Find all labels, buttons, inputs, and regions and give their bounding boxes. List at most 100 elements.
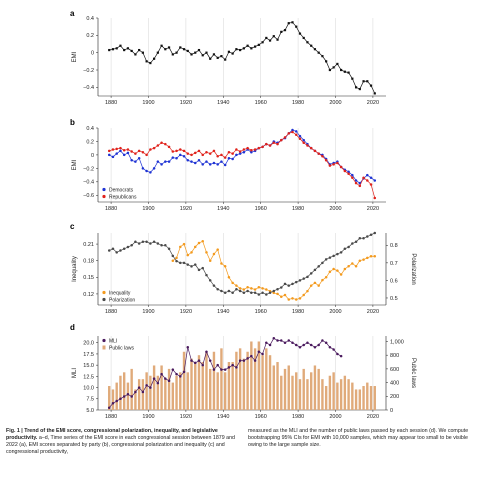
panel-c-series-0-point-8 — [201, 240, 204, 243]
panel-d-bar-10 — [145, 372, 148, 410]
panel-a-series-0-point-32 — [227, 50, 231, 53]
panel-a-series-0-point-50 — [295, 25, 298, 28]
panel-d-series-0-point-13 — [156, 381, 160, 385]
panel-d-ylabel: MLI — [72, 368, 78, 378]
panel-d-series-0-point-44 — [272, 336, 276, 340]
panel-b-series-1-point-61 — [336, 161, 339, 165]
panel-c-series-0-point-22 — [253, 288, 257, 291]
panel-c-series-1-point-64 — [347, 245, 350, 249]
panel-d-series-0-point-5 — [126, 393, 130, 396]
panel-d-legend-swatch-0 — [102, 338, 106, 343]
panel-d-series-0-point-47 — [283, 341, 287, 344]
panel-a-series-0-point-33 — [231, 52, 234, 55]
panel-a-ytick-label-0: 0.4 — [86, 16, 94, 22]
panel-d-series-0-point-55 — [313, 345, 317, 349]
panel-b-series-0-point-70 — [369, 176, 373, 180]
panel-b-series-1-point-5 — [126, 148, 130, 151]
panel-d-xtick-label-0: 1880 — [105, 414, 117, 420]
panel-b-ytick-label-5: −0.6 — [83, 193, 94, 199]
panel-a-xtick-label-2: 1920 — [180, 100, 192, 106]
panel-a-series-0-point-59 — [328, 68, 331, 72]
panel-d-ytick-label-1: 17.5 — [83, 352, 94, 358]
panel-d-legend-label-0: MLI — [109, 339, 117, 345]
panel-b-series-0-point-2 — [115, 152, 118, 155]
panel-b-series-1-line — [109, 131, 376, 199]
panel-b-series-0-point-28 — [212, 161, 216, 165]
panel-d-series-0-point-25 — [201, 363, 204, 367]
panel-c-series-1-point-52 — [302, 277, 305, 280]
panel-d-series-0-point-16 — [167, 379, 171, 383]
panel-c-series-0-point-13 — [220, 262, 223, 265]
panel-d-bar-25 — [201, 362, 204, 410]
panel-a-series-0-point-65 — [351, 77, 354, 80]
panel-a-xtick-label-0: 1880 — [105, 100, 117, 106]
panel-d-bar-71 — [373, 386, 376, 410]
panel-b-series-1-point-67 — [358, 184, 362, 188]
panel-c-series-1-point-39 — [253, 291, 257, 294]
panel-b-series-1-point-43 — [268, 144, 272, 147]
panel-d-bar-49 — [291, 375, 294, 410]
panel-b-series-1-point-21 — [186, 152, 190, 155]
panel-c-series-1-point-15 — [164, 244, 167, 247]
panel-c-legend-label-1: Polarization — [109, 298, 135, 304]
panel-b-series-1-point-10 — [145, 153, 148, 157]
panel-c-xtick-label-3: 1940 — [217, 309, 229, 315]
panel-b-series-1-point-68 — [362, 176, 365, 180]
panel-b-series-0-point-14 — [160, 163, 163, 166]
panel-d-series-0-point-52 — [302, 343, 305, 347]
panel-b-series-0-point-23 — [193, 161, 197, 165]
panel-d-bar-31 — [223, 372, 227, 410]
panel-d-bar-68 — [362, 386, 365, 410]
caption-label: Fig. 1 | Trend of the EMI score, congres… — [6, 428, 218, 442]
panel-c-xtick-label-0: 1880 — [105, 309, 117, 315]
panel-d-ytick-right-label-0: 1,000 — [390, 339, 404, 345]
panel-a-series-0-point-9 — [141, 51, 144, 54]
panel-c-series-0-point-6 — [193, 245, 197, 249]
panel-b-series-1-point-34 — [235, 148, 238, 151]
panel-a-series-0-point-64 — [347, 71, 350, 74]
panel-c-series-1-point-24 — [197, 268, 201, 272]
panel-a-series-0-point-3 — [119, 44, 122, 47]
panel-d-xtick-label-3: 1940 — [217, 414, 229, 420]
panel-a-series-0-point-71 — [373, 92, 376, 95]
panel-d-bar-48 — [287, 365, 290, 410]
panel-d-series-0-point-23 — [193, 361, 197, 365]
panel-c-series-1-point-16 — [167, 247, 171, 251]
panel-d-series-0-point-22 — [190, 359, 193, 362]
panel-d-bar-34 — [235, 351, 238, 410]
panel-c-xtick-label-5: 1980 — [292, 309, 304, 315]
panel-b-series-1-point-55 — [313, 149, 317, 153]
panel-a-label: a — [70, 9, 75, 18]
panel-d-bar-33 — [231, 362, 234, 410]
panel-b-series-1-point-48 — [287, 132, 291, 135]
panel-d-bar-70 — [369, 386, 373, 410]
panel-d-xtick-label-5: 1980 — [292, 414, 304, 420]
panel-d-series-0-point-51 — [298, 345, 302, 349]
panel-c-series-1-point-53 — [306, 275, 309, 279]
panel-c-series-0-point-3 — [182, 242, 186, 246]
panel-c-series-1-point-13 — [156, 242, 160, 245]
panel-c-series-1-point-70 — [369, 233, 373, 237]
panel-c-series-1-point-44 — [272, 289, 276, 293]
panel-b-series-0-point-11 — [149, 171, 152, 174]
panel-d-legend-label-1: Public laws — [109, 346, 135, 352]
panel-d-bar-62 — [339, 379, 343, 410]
panel-a-series-0-point-27 — [209, 57, 212, 60]
panel-b-series-1-point-31 — [223, 156, 227, 159]
panel-c-series-1-point-34 — [235, 287, 238, 291]
panel-a-series-0-point-63 — [343, 70, 346, 73]
panel-a-series-0-point-6 — [130, 49, 133, 53]
panel-c-series-1-point-43 — [268, 291, 272, 294]
panel-c-series-1-point-30 — [220, 289, 223, 293]
panel-d-series-0-point-53 — [306, 341, 309, 344]
panel-a-series-0-point-44 — [272, 35, 275, 38]
panel-d-ytick-right-label-1: 800 — [390, 353, 399, 359]
panel-c-series-0-point-12 — [216, 248, 219, 251]
panel-b-series-0-point-1 — [111, 155, 115, 159]
panel-d-series-0-point-34 — [235, 366, 238, 369]
panel-b-series-1-point-62 — [339, 165, 343, 169]
panel-d-bar-65 — [351, 382, 354, 410]
panel-b-series-0-point-64 — [347, 170, 350, 173]
panel-b-ylabel: EMI — [72, 159, 78, 170]
panel-c-series-0-point-30 — [283, 293, 287, 297]
